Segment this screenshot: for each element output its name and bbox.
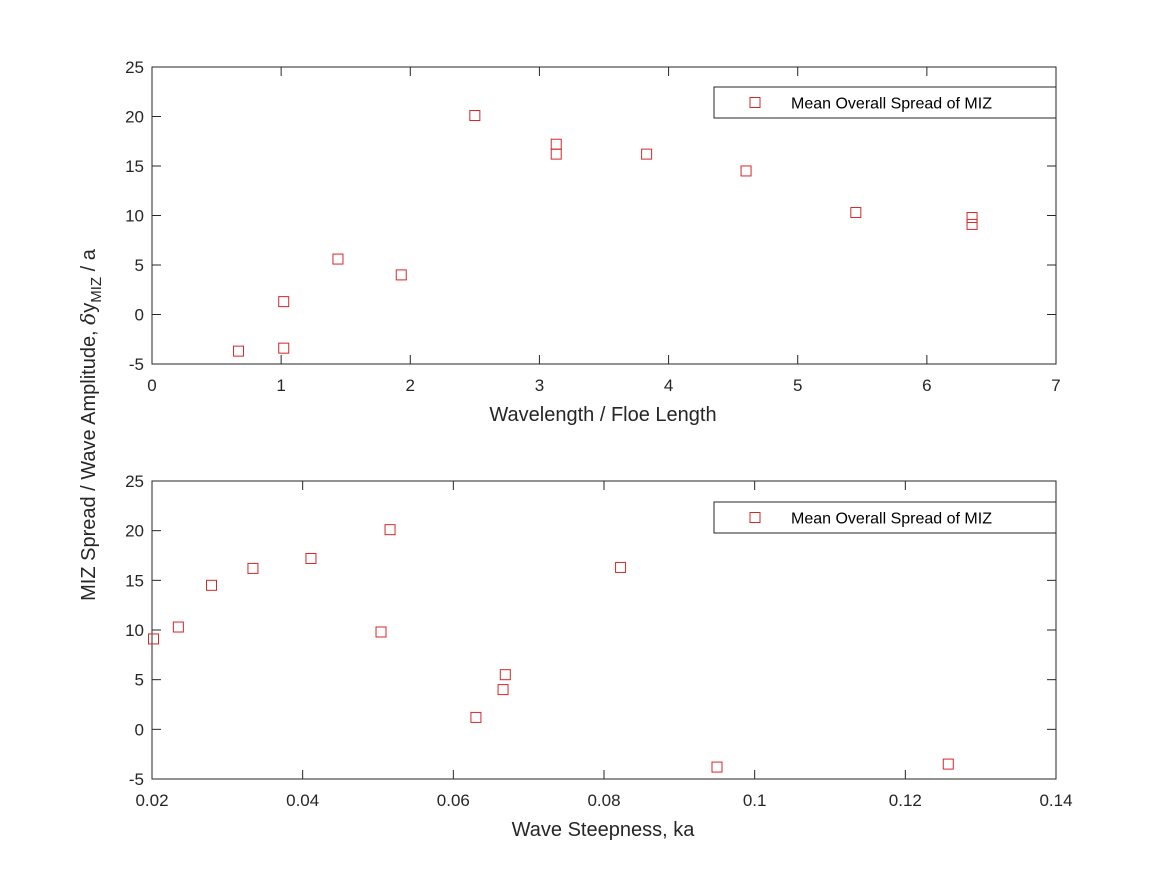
data-point bbox=[278, 296, 290, 308]
data-point bbox=[305, 552, 317, 564]
y-tick-label: 20 bbox=[125, 522, 144, 541]
data-point bbox=[499, 669, 511, 681]
x-axis-label: Wave Steepness, ka bbox=[512, 819, 696, 841]
data-point bbox=[641, 148, 653, 160]
x-tick-label: 0.1 bbox=[743, 791, 767, 810]
data-point bbox=[470, 711, 482, 723]
ylabel-suffix: / a bbox=[78, 248, 100, 277]
legend-marker bbox=[749, 512, 761, 523]
data-point bbox=[206, 579, 218, 591]
x-tick-label: 2 bbox=[406, 376, 415, 395]
data-point bbox=[247, 562, 259, 574]
legend: Mean Overall Spread of MIZ bbox=[713, 86, 1057, 119]
y-tick-label: -5 bbox=[129, 770, 144, 789]
y-tick-label: 10 bbox=[125, 621, 144, 640]
y-tick-label: 0 bbox=[135, 720, 144, 739]
data-point bbox=[850, 207, 862, 219]
y-tick-label: 0 bbox=[135, 306, 144, 325]
y-tick-label: 15 bbox=[125, 571, 144, 590]
y-tick-label: 5 bbox=[135, 256, 144, 275]
x-tick-label: 6 bbox=[922, 376, 931, 395]
y-tick-label: 5 bbox=[135, 671, 144, 690]
ylabel-prefix: MIZ Spread / Wave Amplitude, bbox=[78, 325, 100, 601]
shared-y-axis-label: MIZ Spread / Wave Amplitude, δyMIZ / a bbox=[76, 248, 105, 601]
x-tick-label: 7 bbox=[1051, 376, 1060, 395]
data-point bbox=[469, 110, 481, 122]
data-point bbox=[615, 561, 627, 573]
x-tick-label: 5 bbox=[793, 376, 802, 395]
data-point bbox=[148, 633, 160, 645]
data-point bbox=[740, 165, 752, 177]
x-tick-label: 3 bbox=[535, 376, 544, 395]
y-tick-label: 25 bbox=[125, 58, 144, 77]
data-point bbox=[384, 524, 396, 536]
x-tick-label: 0.06 bbox=[437, 791, 470, 810]
y-tick-label: -5 bbox=[129, 355, 144, 374]
x-axis-label: Wavelength / Floe Length bbox=[489, 404, 716, 426]
x-tick-label: 0.12 bbox=[889, 791, 922, 810]
data-point bbox=[172, 621, 184, 633]
data-point bbox=[497, 684, 509, 696]
data-point bbox=[942, 758, 954, 770]
data-point bbox=[395, 269, 407, 281]
bottom-scatter-plot: 0.02 0.04 0.06 0.08 0.1 0.12 0.14 -5 0 5 10 15 20 25 W… bbox=[125, 472, 1072, 841]
x-tick-label: 4 bbox=[664, 376, 673, 395]
x-tick-label: 0.14 bbox=[1039, 791, 1072, 810]
x-tick-label: 0.04 bbox=[286, 791, 319, 810]
ylabel-y: y bbox=[78, 303, 100, 313]
x-tick-label: 0 bbox=[147, 376, 156, 395]
legend-marker bbox=[749, 97, 761, 108]
ylabel-subscript: MIZ bbox=[88, 277, 105, 303]
legend-box bbox=[713, 86, 1057, 119]
y-tick-label: 15 bbox=[125, 157, 144, 176]
ylabel-delta: δ bbox=[76, 313, 100, 325]
x-tick-label: 0.08 bbox=[587, 791, 620, 810]
data-point bbox=[966, 211, 978, 223]
x-tick-label: 1 bbox=[276, 376, 285, 395]
y-tick-label: 20 bbox=[125, 108, 144, 127]
data-point bbox=[278, 342, 290, 354]
data-point bbox=[375, 626, 387, 638]
data-point bbox=[550, 148, 562, 160]
data-point bbox=[233, 345, 245, 357]
data-point bbox=[332, 253, 344, 265]
data-point bbox=[966, 218, 978, 230]
y-tick-label: 10 bbox=[125, 207, 144, 226]
data-point bbox=[711, 761, 723, 773]
legend: Mean Overall Spread of MIZ bbox=[713, 501, 1057, 534]
legend-entry-label: Mean Overall Spread of MIZ bbox=[791, 511, 992, 528]
legend-entry-label: Mean Overall Spread of MIZ bbox=[791, 96, 992, 113]
x-tick-label: 0.02 bbox=[135, 791, 168, 810]
y-tick-label: 25 bbox=[125, 472, 144, 491]
legend-box bbox=[713, 501, 1057, 534]
